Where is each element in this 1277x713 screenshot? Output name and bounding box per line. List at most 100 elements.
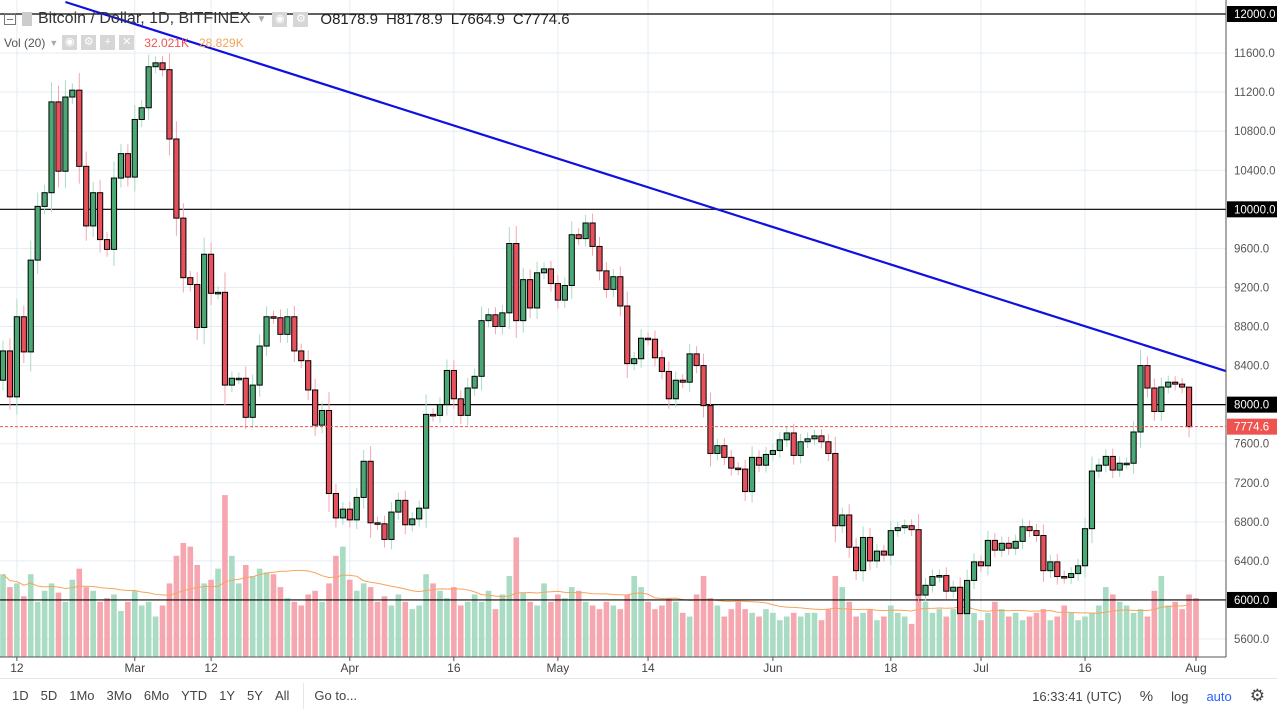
candle-body [998,542,1005,551]
candle-body [228,377,235,386]
volume-bar [97,601,103,657]
volume-bar [714,605,721,657]
volume-bar [603,601,610,657]
candle-body [83,165,90,227]
candle-body [55,101,62,172]
volume-bar [159,605,166,657]
close-icon[interactable]: ✕ [119,35,135,50]
volume-bar [270,574,277,657]
percent-toggle[interactable]: % [1139,687,1154,705]
candle-body [853,546,860,572]
volume-bar [277,587,284,657]
auto-toggle[interactable]: auto [1206,688,1232,704]
candle-body [1151,387,1158,412]
volume-bar [1137,609,1144,657]
range-5d[interactable]: 5D [40,688,58,703]
chevron-down-icon[interactable]: ▼ [256,13,267,25]
candle-body [991,539,998,551]
goto-button[interactable]: Go to... [314,688,358,703]
candle-body [908,525,915,531]
volume-bar [756,616,762,657]
volume-bar [464,601,471,657]
price-tick-label: 7600.0 [1234,439,1269,451]
volume-bar [555,594,561,657]
candle-body [485,314,492,322]
level-label-bg [1227,591,1277,608]
volume-bar [985,612,991,657]
volume-bar [194,565,201,657]
range-3mo[interactable]: 3Mo [106,688,132,703]
volume-bar [666,598,672,657]
candle-body [1158,386,1165,412]
candle-body [0,350,7,381]
volume-bar [763,609,769,657]
candle-body [395,499,402,513]
price-tick-label: 6400.0 [1234,556,1269,568]
volume-bar [596,609,603,657]
time-tick-label: 12 [204,661,218,675]
range-6mo[interactable]: 6Mo [143,688,170,703]
symbol-title[interactable]: Bitcoin / Dollar, 1D, BITFINEX [38,10,251,27]
volume-bar [360,583,367,657]
candle-body [62,96,69,172]
candle-body [603,270,610,290]
candle-body [34,205,41,261]
candle-body [1054,561,1061,578]
candle-body [1026,526,1033,532]
range-all[interactable]: All [274,688,290,703]
candle-body [769,450,776,455]
volume-label[interactable]: Vol (20) [4,35,46,50]
volume-bar [797,616,804,657]
volume-bar [27,574,34,657]
eye-icon[interactable]: ◉ [272,11,288,27]
volume-bar [672,601,679,657]
range-1d[interactable]: 1D [12,688,29,703]
collapse-icon[interactable] [4,13,16,25]
volume-bar [971,612,977,657]
volume-bar [1144,616,1151,657]
volume-bar [305,594,311,657]
candle-body [672,379,679,400]
candle-body [568,234,575,286]
price-tick-label: 10800.0 [1234,126,1276,138]
log-toggle[interactable]: log [1171,688,1189,704]
range-1y[interactable]: 1Y [219,688,236,703]
volume-bar [187,546,194,657]
volume-bar [707,598,714,657]
range-1mo[interactable]: 1Mo [69,688,95,703]
candle-body [1061,576,1068,579]
volume-ma-line [2,569,1190,614]
range-5y[interactable]: 5Y [247,688,263,703]
volume-bar [353,590,360,657]
candle-body [97,192,104,241]
candle-body [610,276,617,290]
volume-bar [41,590,48,657]
gear-icon[interactable]: ⚙ [81,35,97,50]
candle-body [936,575,943,578]
plus-icon[interactable]: + [100,35,116,50]
time-tick-label: 16 [447,661,461,675]
candle-body [1137,365,1144,433]
volume-bar [610,605,617,657]
volume-bar [409,609,416,657]
eye-icon[interactable]: ◉ [62,35,78,50]
volume-bar [742,609,748,657]
volume-bar [513,537,520,657]
volume-bar [728,609,735,657]
volume-bar [978,620,984,657]
volume-bar [347,579,353,657]
volume-bar [0,574,6,657]
volume-bar [832,576,839,657]
candle-body [651,338,659,359]
settings-icon[interactable]: ⚙ [1249,686,1265,705]
candle-body [339,508,346,519]
volume-bar [1019,620,1026,657]
candle-body [679,379,686,383]
chevron-down-icon[interactable]: ▼ [49,37,59,48]
price-chart[interactable]: 5600.0 6000.0 6400.0 6800.0 7200.0 7600.0 8000… [0,0,1277,678]
volume-bar [645,601,651,657]
candle-body [360,460,367,498]
gear-icon[interactable]: ⚙ [293,11,309,27]
range-ytd[interactable]: YTD [181,688,208,703]
candle-body [644,337,652,341]
